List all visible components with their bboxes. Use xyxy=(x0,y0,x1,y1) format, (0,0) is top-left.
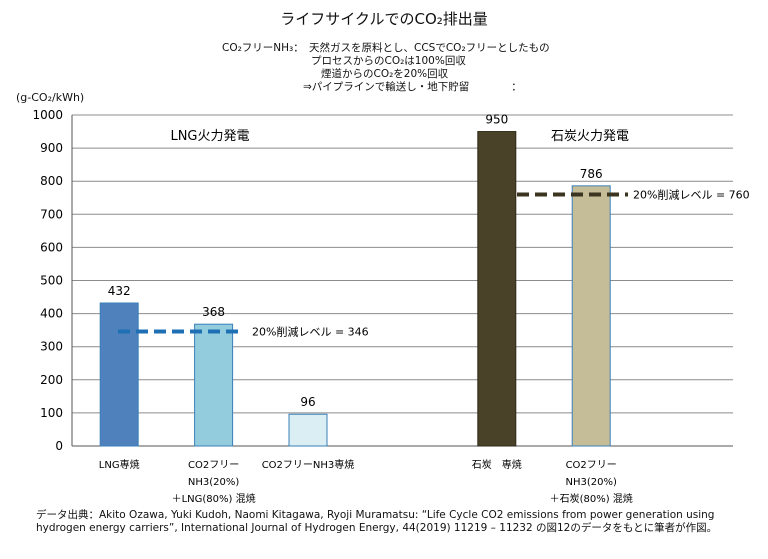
bar xyxy=(571,185,611,447)
bar-value-label: 786 xyxy=(580,167,603,181)
bar-value-label: 950 xyxy=(485,113,508,127)
bar-chart: 0 100 200 300 400 500 600 700 800 900 1000 432 LNG専焼… xyxy=(32,108,750,505)
y-tick-label: 300 xyxy=(40,340,63,354)
chart-title: ライフサイクルでのCO₂排出量 xyxy=(280,10,488,28)
note-line-3: 煙道からのCO₂を20%回収 xyxy=(321,68,449,80)
bar xyxy=(194,323,234,447)
y-tick-label: 500 xyxy=(40,274,63,288)
x-category-label: NH3(20%) xyxy=(565,477,616,488)
x-category-label: CO2フリー xyxy=(188,460,239,471)
x-category-label: CO2フリー xyxy=(566,460,617,471)
y-tick-label: 1000 xyxy=(32,108,63,122)
x-category-label: CO2フリーNH3専焼 xyxy=(262,459,355,471)
reference-line-label: 20%削減レベル = 760 xyxy=(633,187,750,201)
y-tick-label: 600 xyxy=(40,240,63,254)
y-tick-label: 700 xyxy=(40,207,63,221)
x-category-label: LNG専焼 xyxy=(99,459,140,471)
y-axis-label: (g-CO₂/kWh) xyxy=(16,91,85,104)
bar xyxy=(477,131,517,447)
group-label: 石炭火力発電 xyxy=(551,129,629,144)
y-tick-label: 200 xyxy=(40,373,63,387)
note-line-1: CO₂フリーNH₃： 天然ガスを原料とし、CCSでCO₂フリーとしたもの xyxy=(222,42,550,54)
bar-value-label: 432 xyxy=(108,284,131,298)
bar xyxy=(99,302,139,447)
reference-line-label: 20%削減レベル = 346 xyxy=(252,324,369,338)
x-category-label: NH3(20%) xyxy=(188,477,239,488)
note-line-4: ⇒パイプラインで輸送し・地下貯留 ： xyxy=(303,81,522,93)
y-tick-label: 100 xyxy=(40,406,63,420)
data-source-note: データ出典：Akito Ozawa, Yuki Kudoh, Naomi Kit… xyxy=(36,509,718,534)
bar xyxy=(288,413,328,447)
y-tick-label: 400 xyxy=(40,307,63,321)
y-tick-label: 0 xyxy=(55,439,63,453)
note-line-2: プロセスからのCO₂は100%回収 xyxy=(311,55,466,67)
label-background xyxy=(248,320,416,341)
y-tick-label: 900 xyxy=(40,141,63,155)
x-category-label: 石炭 専焼 xyxy=(472,459,522,471)
group-label: LNG火力発電 xyxy=(170,129,249,144)
bar-value-label: 96 xyxy=(300,395,315,409)
x-category-label: ＋LNG(80%) 混焼 xyxy=(172,493,256,505)
x-category-label: ＋石炭(80%) 混焼 xyxy=(550,493,633,505)
y-tick-label: 800 xyxy=(40,174,63,188)
bar-value-label: 368 xyxy=(202,305,225,319)
